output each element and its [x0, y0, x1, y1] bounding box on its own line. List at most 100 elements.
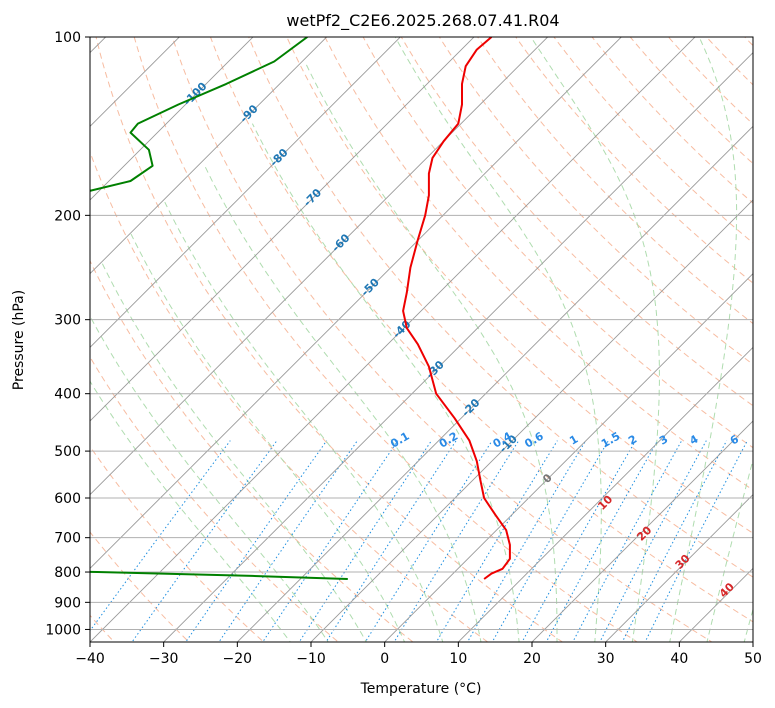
mixing-ratio-line [644, 440, 748, 642]
moist-adiabats [90, 37, 753, 642]
mixing-ratio-line [521, 440, 637, 642]
mixing-ratio-line [185, 440, 328, 642]
isotherm-line [90, 37, 549, 496]
x-tick-label: 20 [523, 651, 541, 667]
mixing-ratio-line [393, 440, 520, 642]
temperature-line [402, 37, 511, 580]
isotherm-line [90, 37, 622, 569]
moist-adiabat-label: 30 [673, 552, 693, 572]
x-axis-ticks: −40 −30 −20 −10 0 10 20 30 40 50 [75, 642, 762, 667]
dry-adiabat-line [477, 37, 753, 325]
isotherm-label: -20 [459, 396, 482, 419]
dry-adiabats [90, 10, 775, 654]
isotherm-line [90, 37, 180, 127]
mixing-ratio-line [298, 440, 432, 642]
dry-adiabat-line [705, 37, 753, 86]
y-tick-label: 100 [54, 30, 81, 46]
isotherm-line [531, 420, 753, 642]
moist-adiabat-line [530, 37, 660, 642]
profile-lines [90, 37, 511, 580]
moist-adiabat-line [90, 314, 329, 642]
mixing-ratio-label: 2 [626, 433, 639, 448]
moist-adiabat-line [669, 37, 738, 642]
moist-adiabat-label: 10 [595, 493, 615, 513]
isotherm-label: 0 [540, 471, 555, 486]
moist-adiabat-line [251, 123, 520, 642]
mixing-ratio-label: 1 [567, 433, 580, 448]
isotherm-line [90, 37, 328, 275]
x-axis-label: Temperature (°C) [360, 681, 482, 697]
moist-adiabat-line [164, 201, 444, 642]
y-tick-label: 900 [54, 595, 81, 611]
mixing-ratio-label: 0.2 [437, 430, 460, 451]
mixing-ratio-line [621, 440, 728, 642]
isotherm-label: -60 [329, 231, 352, 254]
x-tick-label: 50 [744, 651, 762, 667]
dewpoint-line [90, 37, 348, 580]
mixing-ratio-line [572, 440, 683, 642]
chart-title: wetPf2_C2E6.2025.268.07.41.R04 [286, 11, 559, 31]
mixing-ratio-label: 8 [757, 433, 770, 448]
moist-adiabat-line [204, 165, 482, 642]
isotherm-line [90, 37, 254, 201]
dry-adiabat-line [591, 37, 753, 204]
moist-adiabat-line [394, 37, 602, 642]
dry-adiabat-line [362, 37, 753, 449]
x-tick-label: 10 [449, 651, 467, 667]
isotherm-line [90, 37, 696, 642]
y-tick-label: 300 [54, 313, 81, 329]
mixing-ratio-line [218, 440, 358, 642]
mixing-ratio-label: 0.6 [522, 429, 546, 450]
dry-adiabat-line [133, 37, 638, 642]
moist-adiabat-line [743, 607, 753, 642]
y-tick-label: 800 [54, 565, 81, 581]
mixing-ratio-lines [90, 440, 748, 642]
dry-adiabat-line [90, 259, 414, 642]
dry-adiabat-line [756, 10, 775, 654]
y-axis-label: Pressure (hPa) [11, 290, 27, 390]
y-tick-label: 500 [54, 444, 81, 460]
x-tick-label: 30 [597, 651, 615, 667]
dry-adiabat-line [743, 37, 753, 47]
dry-adiabat-line [286, 37, 753, 534]
x-tick-label: −20 [223, 651, 253, 667]
mixing-ratio-line [131, 440, 278, 642]
plot-area: -100-90-80-70-60-50-40-30-20-100 0.1 0.2 0… [0, 10, 775, 654]
moist-adiabat-label: 20 [634, 523, 654, 543]
mixing-ratio-line [491, 440, 609, 642]
dry-adiabat-line [438, 37, 753, 366]
isotherm-label: -70 [301, 186, 324, 209]
plot-frame [89, 36, 754, 643]
mixing-ratio-line [466, 440, 587, 642]
isotherm-line [384, 273, 753, 642]
mixing-ratio-label: 1.5 [599, 430, 622, 451]
isotherm-line [0, 10, 59, 654]
x-tick-label: −10 [296, 651, 326, 667]
dry-adiabat-line [248, 37, 753, 578]
moist-adiabat-line [90, 380, 291, 642]
x-tick-label: −40 [75, 651, 105, 667]
isotherm-labels: -100-90-80-70-60-50-40-30-20-100 [181, 79, 555, 485]
isotherm-line [163, 52, 753, 642]
y-tick-label: 600 [54, 491, 81, 507]
moist-adiabat-line [706, 457, 753, 642]
y-axis-ticks: 100 200 300 400 500 600 700 800 900 1000 [45, 30, 90, 638]
moist-adiabat-line [130, 233, 406, 642]
mixing-ratio-line [435, 440, 558, 642]
dry-adiabat-line [90, 150, 489, 642]
mixing-ratio-label: 3 [657, 433, 670, 448]
dry-adiabat-line [400, 37, 753, 407]
dry-adiabat-line [515, 37, 753, 284]
y-tick-label: 700 [54, 531, 81, 547]
y-tick-label: 200 [54, 208, 81, 224]
isotherm-lines [0, 10, 753, 654]
pressure-gridlines [90, 37, 753, 630]
x-tick-label: 0 [380, 651, 389, 667]
isotherm-line [236, 125, 753, 642]
isotherm-line [90, 37, 401, 348]
y-tick-label: 400 [54, 387, 81, 403]
moist-adiabat-label: 40 [717, 580, 737, 600]
mixing-ratio-line [364, 440, 493, 642]
x-tick-label: −30 [149, 651, 179, 667]
